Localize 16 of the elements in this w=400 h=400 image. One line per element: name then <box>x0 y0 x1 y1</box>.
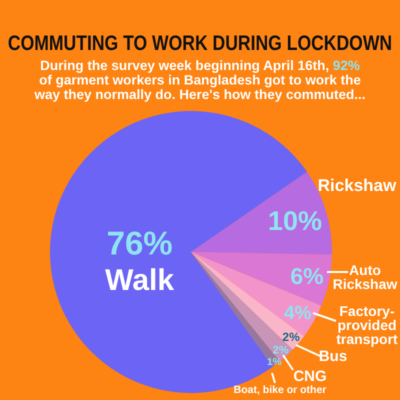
slice-label: Boat, bike or other <box>234 384 326 396</box>
data-label: 76% <box>106 224 173 262</box>
slice-label: Bus <box>318 348 348 365</box>
data-label: 2% <box>282 330 300 344</box>
data-label: 6% <box>290 263 324 290</box>
data-label: 10% <box>268 206 322 236</box>
chart-title: COMMUTING TO WORK DURING LOCKDOWN <box>8 32 392 56</box>
pie-slice <box>191 252 332 306</box>
chart-subtitle: During the survey week beginning April 16th, 92% of garment workers in Bangladesh got to work the way they normally do. Here's how they commuted... <box>33 58 366 102</box>
slice-label: Auto Rickshaw <box>332 262 398 292</box>
data-label: 2% <box>272 344 289 356</box>
slice-label: Factory-provided transport <box>336 303 398 347</box>
slice-label: Rickshaw <box>318 176 397 195</box>
slice-label: Walk <box>105 264 174 297</box>
data-label: 4% <box>284 303 312 324</box>
slice-label: CNG <box>293 368 327 385</box>
